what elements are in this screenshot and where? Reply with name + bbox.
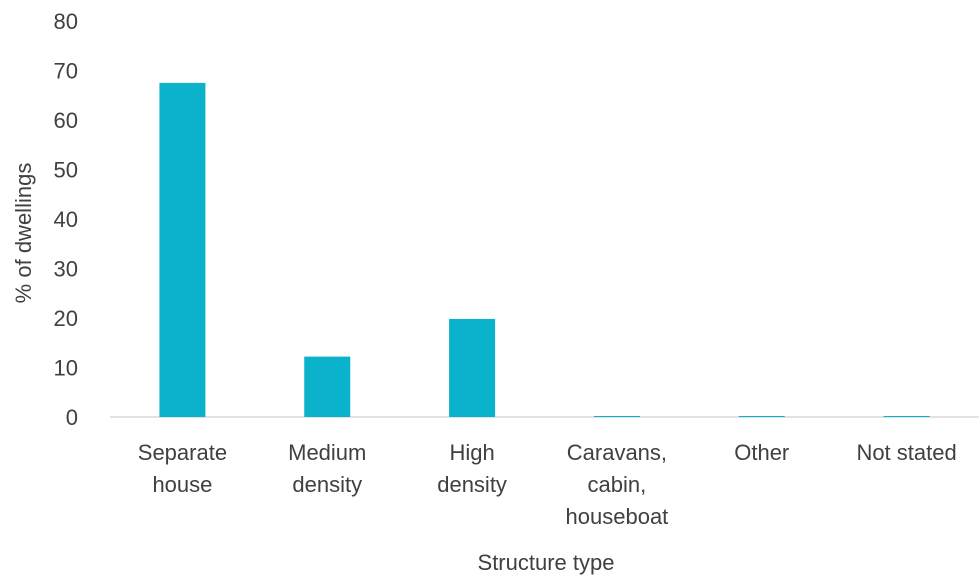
x-tick-label-line: density	[437, 472, 507, 497]
bar	[304, 356, 351, 417]
x-axis-label: Structure type	[478, 550, 615, 575]
bars-group	[159, 82, 930, 417]
bar	[738, 416, 785, 417]
x-tick-label-line: houseboat	[566, 504, 669, 529]
x-tick-label: Separate house	[138, 440, 227, 497]
y-tick-label: 80	[54, 9, 78, 34]
x-tick-label-line: house	[152, 472, 212, 497]
x-tick-label: High density	[437, 440, 507, 497]
x-tick-label: Not stated	[856, 440, 956, 465]
bar	[883, 416, 930, 417]
y-axis-label: % of dwellings	[11, 163, 36, 304]
x-axis-ticks: Separate house Medium density High density Car…	[138, 440, 957, 529]
x-tick-label-line: Separate	[138, 440, 227, 465]
x-tick-label-line: High	[449, 440, 494, 465]
y-tick-label: 10	[54, 356, 78, 381]
y-axis-ticks: 0 10 20 30 40 50 60 70 80	[54, 9, 78, 430]
y-tick-label: 20	[54, 306, 78, 331]
y-tick-label: 30	[54, 257, 78, 282]
bar	[159, 82, 206, 417]
bar	[593, 416, 640, 417]
x-tick-label: Medium density	[288, 440, 366, 497]
y-tick-label: 40	[54, 207, 78, 232]
x-tick-label-line: Caravans,	[567, 440, 667, 465]
x-tick-label: Caravans, cabin, houseboat	[566, 440, 669, 529]
y-tick-label: 70	[54, 59, 78, 84]
x-tick-label-line: cabin,	[588, 472, 647, 497]
y-tick-label: 60	[54, 108, 78, 133]
x-tick-label-line: Other	[734, 440, 789, 465]
x-tick-label: Other	[734, 440, 789, 465]
x-tick-label-line: density	[292, 472, 362, 497]
x-tick-label-line: Not stated	[856, 440, 956, 465]
bar	[449, 318, 496, 417]
y-tick-label: 0	[66, 405, 78, 430]
x-tick-label-line: Medium	[288, 440, 366, 465]
y-tick-label: 50	[54, 158, 78, 183]
